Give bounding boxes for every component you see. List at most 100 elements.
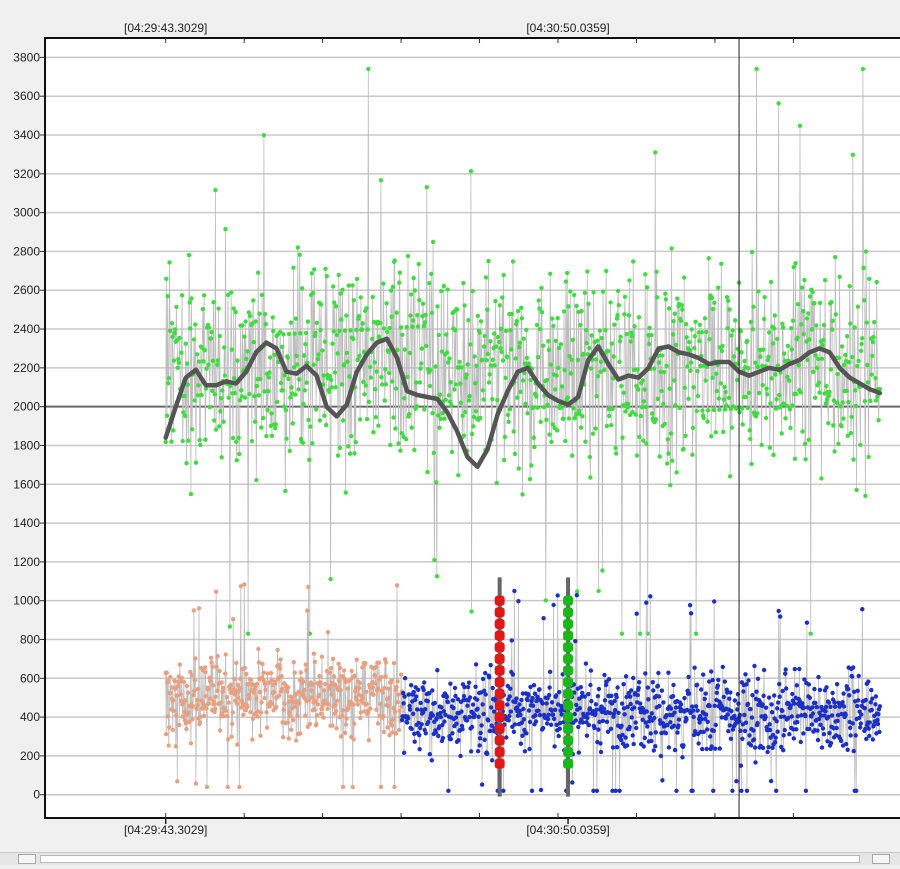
data-point — [357, 417, 363, 422]
data-point — [381, 729, 387, 735]
data-point — [254, 383, 260, 389]
data-point — [870, 339, 876, 345]
data-point — [497, 339, 502, 345]
data-point — [294, 353, 299, 359]
data-point — [177, 335, 182, 340]
data-point — [751, 737, 757, 742]
data-point — [734, 779, 739, 784]
data-point — [537, 326, 543, 332]
data-point — [492, 331, 497, 336]
data-point — [806, 437, 811, 442]
data-point — [329, 385, 334, 390]
data-point — [224, 694, 229, 700]
data-point — [419, 722, 424, 727]
data-point — [654, 295, 660, 300]
data-point — [486, 258, 491, 264]
data-point — [540, 701, 545, 706]
data-point — [746, 678, 751, 683]
data-point — [393, 731, 399, 736]
data-point — [469, 431, 475, 437]
data-point — [286, 685, 291, 690]
data-point — [358, 710, 363, 715]
data-point — [483, 670, 488, 676]
data-point — [608, 726, 614, 731]
data-point — [335, 453, 341, 458]
data-point — [171, 708, 176, 713]
data-point — [461, 280, 466, 286]
data-point — [674, 788, 679, 793]
data-point — [337, 328, 342, 334]
data-point — [697, 338, 702, 344]
data-point — [713, 430, 718, 435]
data-point — [327, 686, 332, 691]
data-point — [675, 730, 680, 735]
data-point — [682, 385, 687, 390]
data-point — [531, 405, 536, 410]
data-point — [286, 736, 291, 741]
data-point — [609, 423, 614, 428]
data-point — [854, 788, 859, 793]
data-point — [395, 347, 400, 353]
data-point — [769, 376, 774, 381]
data-point — [686, 674, 691, 680]
data-point — [261, 133, 267, 138]
data-point — [351, 737, 356, 742]
data-point — [562, 368, 567, 373]
data-point — [198, 442, 203, 448]
horizontal-scrollbar[interactable] — [0, 852, 900, 865]
data-point — [798, 390, 803, 395]
data-point — [748, 706, 753, 712]
data-point — [253, 319, 258, 324]
data-point — [624, 694, 629, 700]
data-point — [609, 693, 614, 698]
data-point — [677, 405, 682, 411]
data-point — [271, 690, 277, 695]
data-point — [545, 716, 551, 722]
data-point — [425, 469, 430, 475]
scroll-right-button[interactable] — [872, 854, 890, 864]
data-point — [826, 421, 831, 426]
data-point — [563, 279, 569, 284]
marker-point — [494, 735, 505, 746]
data-point — [873, 375, 878, 381]
data-point — [716, 285, 721, 290]
data-point — [595, 374, 601, 379]
scroll-track[interactable] — [40, 855, 860, 863]
data-point — [632, 324, 637, 329]
data-point — [373, 415, 379, 420]
data-point — [659, 688, 665, 693]
data-point — [296, 377, 302, 382]
data-point — [330, 284, 336, 289]
data-point — [320, 704, 325, 709]
data-point — [511, 429, 516, 434]
data-point — [314, 722, 319, 727]
data-point — [487, 675, 492, 680]
data-point — [587, 345, 592, 351]
data-point — [755, 721, 760, 726]
data-point — [430, 688, 435, 693]
data-point — [794, 391, 799, 397]
data-point — [810, 705, 815, 710]
data-point — [658, 753, 664, 759]
data-point — [556, 345, 562, 351]
data-point — [350, 784, 355, 790]
data-point — [295, 713, 300, 718]
data-point — [247, 313, 253, 319]
data-point — [207, 404, 212, 410]
data-point — [656, 694, 662, 699]
data-point — [868, 700, 873, 705]
data-point — [462, 684, 467, 690]
data-point — [620, 732, 625, 738]
data-point — [473, 662, 479, 667]
data-point — [169, 439, 174, 444]
data-point — [247, 391, 252, 397]
data-point — [813, 700, 818, 706]
data-point — [459, 709, 464, 714]
data-point — [371, 692, 376, 697]
marker-point — [494, 630, 505, 641]
y-tick-label: 800 — [20, 632, 40, 646]
data-point — [442, 719, 447, 724]
scroll-left-button[interactable] — [18, 854, 36, 864]
data-point — [539, 285, 544, 291]
data-point — [655, 396, 660, 401]
